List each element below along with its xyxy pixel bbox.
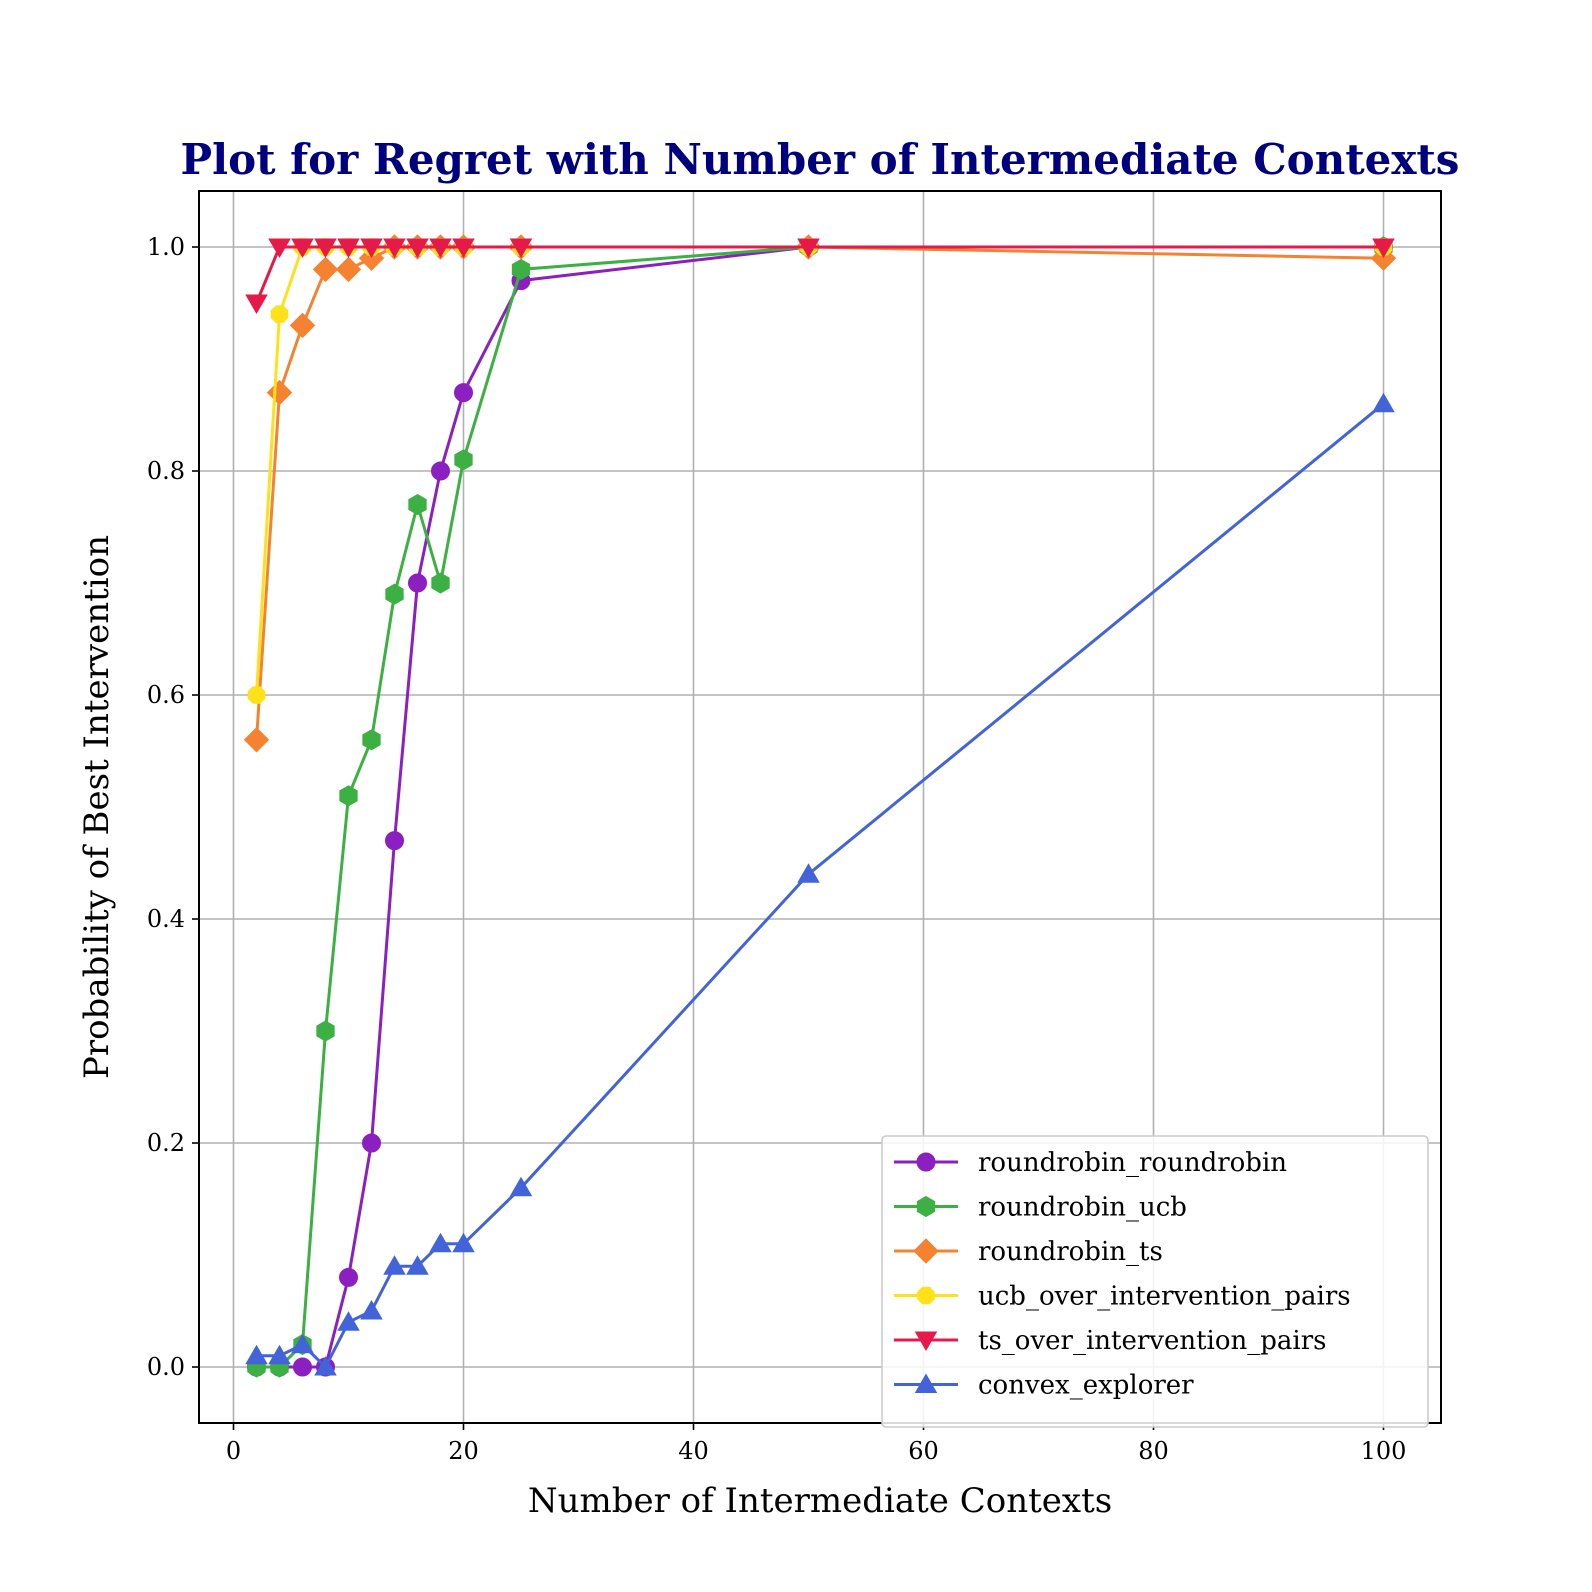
data-point <box>268 1344 291 1365</box>
axis-ticks: 0 20 40 60 80 100 0.0 0.2 0.4 0.6 0.8 1.0 <box>147 233 1407 1465</box>
data-point <box>385 831 404 851</box>
data-series <box>243 234 1397 1378</box>
data-point <box>429 238 452 259</box>
data-point <box>291 238 314 259</box>
data-point <box>509 238 533 259</box>
legend-item: roundrobin_roundrobin <box>894 1148 1287 1178</box>
data-point <box>360 238 383 259</box>
data-point <box>431 461 450 481</box>
data-point <box>429 1232 452 1253</box>
data-point <box>360 1299 383 1320</box>
data-point <box>268 238 291 259</box>
x-tick-label: 80 <box>1138 1437 1169 1465</box>
data-point <box>408 573 427 593</box>
legend-marker <box>914 1373 938 1393</box>
data-point <box>314 1355 337 1376</box>
legend: roundrobin_roundrobin roundrobin_ucbround… <box>881 1135 1429 1428</box>
data-point <box>406 1255 429 1275</box>
legend-box <box>881 1135 1429 1428</box>
legend-item: ucb_over_intervention_pairs <box>894 1282 1351 1312</box>
data-point <box>247 686 266 704</box>
data-point <box>452 1232 475 1253</box>
data-point <box>385 583 404 605</box>
data-point <box>431 572 450 594</box>
legend-label: roundrobin_ts <box>978 1237 1163 1267</box>
data-point <box>339 785 358 807</box>
grid-lines <box>199 191 1441 1423</box>
legend-label: ucb_over_intervention_pairs <box>978 1282 1351 1312</box>
data-point <box>270 305 289 324</box>
legend-item: convex_explorer <box>894 1371 1194 1401</box>
legend-marker <box>917 1286 935 1305</box>
y-tick-label: 0.4 <box>147 905 185 933</box>
data-point <box>339 1267 358 1287</box>
data-point <box>291 1333 314 1354</box>
x-tick-label: 0 <box>226 1437 241 1465</box>
data-point <box>335 256 362 283</box>
x-tick-label: 60 <box>908 1437 939 1465</box>
legend-marker <box>913 1238 939 1264</box>
legend-label: roundrobin_roundrobin <box>978 1148 1287 1178</box>
x-axis-label: Number of Intermediate Contexts <box>528 1481 1112 1521</box>
data-point <box>797 238 820 259</box>
data-point <box>511 258 531 280</box>
data-point <box>316 1020 335 1042</box>
data-point <box>454 449 473 471</box>
data-point <box>362 1133 381 1153</box>
data-point <box>383 1255 406 1275</box>
chart-title: Plot for Regret with Number of Intermedi… <box>181 135 1460 184</box>
data-point <box>337 1311 360 1331</box>
y-tick-label: 0.2 <box>147 1129 185 1157</box>
data-point <box>509 1176 533 1197</box>
data-point <box>314 238 337 259</box>
data-point <box>293 1357 312 1377</box>
legend-item: ts_over_intervention_pairs <box>894 1326 1327 1356</box>
data-point <box>1372 392 1395 413</box>
data-point <box>245 294 268 315</box>
legend-item: roundrobin_ts <box>894 1237 1163 1267</box>
data-point <box>408 494 427 516</box>
data-point <box>243 727 270 753</box>
data-point <box>245 1344 268 1365</box>
y-tick-label: 1.0 <box>147 233 185 261</box>
data-point <box>1370 245 1397 271</box>
legend-marker <box>916 1195 936 1218</box>
y-tick-label: 0.0 <box>147 1353 185 1381</box>
data-point <box>358 245 385 271</box>
y-tick-label: 0.8 <box>147 457 185 485</box>
data-point <box>452 238 475 259</box>
x-tick-label: 100 <box>1361 1437 1407 1465</box>
data-point <box>383 238 406 259</box>
legend-label: roundrobin_ucb <box>978 1193 1187 1223</box>
y-tick-label: 0.6 <box>147 681 185 709</box>
legend-label: convex_explorer <box>978 1371 1194 1401</box>
data-point <box>337 238 360 259</box>
y-axis-label: Probability of Best Intervention <box>77 535 117 1079</box>
data-point <box>312 256 339 283</box>
plot-area-frame <box>198 190 1442 1424</box>
legend-label: ts_over_intervention_pairs <box>978 1326 1327 1356</box>
series-convex_explorer <box>245 392 1395 1376</box>
x-tick-label: 20 <box>448 1437 479 1465</box>
series-ts_over_intervention_pairs <box>245 238 1395 315</box>
data-point <box>797 863 820 883</box>
data-point <box>1372 238 1395 259</box>
data-point <box>289 312 316 339</box>
data-point <box>406 238 429 259</box>
x-tick-label: 40 <box>678 1437 709 1465</box>
data-point <box>362 729 381 751</box>
legend-marker <box>914 1331 938 1352</box>
data-point <box>454 383 473 403</box>
legend-marker <box>916 1152 936 1172</box>
legend-item: roundrobin_ucb <box>894 1193 1187 1223</box>
